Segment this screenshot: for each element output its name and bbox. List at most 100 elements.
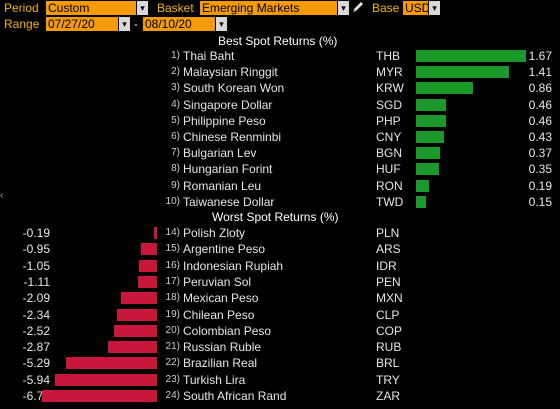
list-item[interactable]: 6) Chinese Renminbi CNY 0.43 [0,129,560,145]
left-arrow-icon[interactable]: ‹ [0,190,4,201]
list-item[interactable]: 2) Malaysian Ringgit MYR 1.41 [0,64,560,80]
rank-number: 6) [171,131,180,142]
return-value: -0.19 [22,226,50,240]
currency-code: KRW [376,81,404,96]
list-item[interactable]: -2.34 19) Chilean Peso CLP [0,307,560,323]
currency-name: Thai Baht [183,49,235,63]
basket-dropdown[interactable]: ▾ [338,1,349,15]
base-label: Base [372,1,400,15]
currency-name: Russian Ruble [183,340,262,355]
range-end-field[interactable]: 08/10/20 [143,17,215,31]
rank-number: 1) [171,50,180,61]
return-bar [416,82,473,95]
range-separator: - [134,17,138,31]
list-item[interactable]: -2.09 18) Mexican Peso MXN [0,290,560,306]
currency-name: Colombian Peso [183,323,272,338]
return-value: -2.87 [22,340,50,355]
list-item[interactable]: -2.87 21) Russian Ruble RUB [0,339,560,355]
currency-name: Mexican Peso [183,291,259,306]
currency-code: ARS [376,242,401,257]
currency-code: RUB [376,340,402,355]
list-item[interactable]: 9) Romanian Leu RON 0.19 [0,178,560,194]
return-bar [416,131,445,143]
return-bar [66,357,157,370]
currency-code: COP [376,323,403,338]
rank-number: 2) [171,66,180,78]
rank-number: 18) [165,292,180,304]
list-item[interactable]: -5.29 22) Brazilian Real BRL [0,355,560,371]
return-value: 0.19 [528,178,552,193]
currency-code: HUF [376,162,401,177]
currency-code: CLP [376,307,400,322]
return-value: 0.37 [528,146,552,161]
list-item[interactable]: -6.71 24) South African Rand ZAR [0,388,560,404]
currency-code: SGD [376,97,403,112]
pencil-icon[interactable] [351,0,365,14]
list-item[interactable]: 7) Bulgarian Lev BGN 0.37 [0,145,560,161]
return-bar [116,308,157,321]
currency-name: Turkish Lira [183,372,246,387]
list-item[interactable]: -2.52 20) Colombian Peso COP [0,323,560,339]
list-item[interactable]: 8) Hungarian Forint HUF 0.35 [0,161,560,177]
currency-code: MYR [376,65,403,80]
currency-code: PHP [376,113,401,128]
range-start-calendar[interactable]: ▾ [119,17,130,31]
currency-code: THB [376,49,400,63]
list-item[interactable]: -0.95 15) Argentine Peso ARS [0,241,560,257]
rank-number: 16) [165,259,180,271]
currency-code: BGN [376,146,403,161]
range-end-calendar[interactable]: ▾ [216,17,227,31]
list-item[interactable]: 3) South Korean Won KRW 0.86 [0,80,560,96]
rank-number: 4) [171,98,180,110]
return-value: -1.05 [22,258,50,273]
return-bar [42,390,157,402]
currency-name: South African Rand [183,389,287,403]
return-bar [416,114,447,127]
list-item[interactable]: 10) Taiwanese Dollar TWD 0.15 [0,194,560,210]
basket-field[interactable]: Emerging Markets [200,1,337,15]
range-start-field[interactable]: 07/27/20 [46,17,118,31]
return-bar [137,275,157,288]
rank-number: 15) [165,243,180,255]
base-dropdown[interactable]: ▾ [429,1,440,15]
return-value: -2.52 [22,323,50,338]
list-item[interactable]: -1.05 16) Indonesian Rupiah IDR [0,258,560,274]
return-bar [139,259,157,272]
currency-code: PEN [376,274,401,289]
period-dropdown[interactable]: ▾ [137,1,148,15]
list-item[interactable]: 4) Singapore Dollar SGD 0.46 [0,97,560,113]
currency-name: Bulgarian Lev [183,146,257,161]
currency-code: PLN [376,226,400,240]
list-item[interactable]: -0.19 14) Polish Zloty PLN [0,225,560,241]
period-field[interactable]: Custom [46,1,136,15]
currency-name: Taiwanese Dollar [183,194,275,209]
chevron-down-icon: ▾ [432,3,437,13]
return-value: 0.15 [528,194,552,209]
currency-code: IDR [376,258,397,273]
base-field[interactable]: USD [403,1,428,15]
return-bar [416,195,426,208]
currency-name: Hungarian Forint [183,162,273,177]
chevron-down-icon: ▾ [122,19,127,29]
rank-number: 5) [171,114,180,126]
list-item[interactable]: -1.11 17) Peruvian Sol PEN [0,274,560,290]
rank-number: 17) [165,275,180,287]
list-item[interactable]: 5) Philippine Peso PHP 0.46 [0,113,560,129]
currency-name: Peruvian Sol [183,274,252,289]
list-item[interactable]: 1) Thai Baht THB 1.67 [0,48,560,64]
return-value: -2.34 [22,307,50,322]
range-label: Range [4,17,40,31]
list-item[interactable]: -5.94 23) Turkish Lira TRY [0,372,560,388]
return-value: 1.67 [528,49,552,63]
return-bar [416,98,447,111]
return-bar [153,227,157,239]
chevron-down-icon: ▾ [219,19,224,29]
currency-code: BRL [376,356,400,371]
return-bar [107,341,157,354]
currency-name: Chilean Peso [183,307,255,322]
chevron-down-icon: ▾ [140,3,145,13]
rank-number: 19) [165,308,180,320]
rank-number: 10) [165,195,180,207]
return-value: 0.46 [528,113,552,128]
return-bar [416,163,440,176]
